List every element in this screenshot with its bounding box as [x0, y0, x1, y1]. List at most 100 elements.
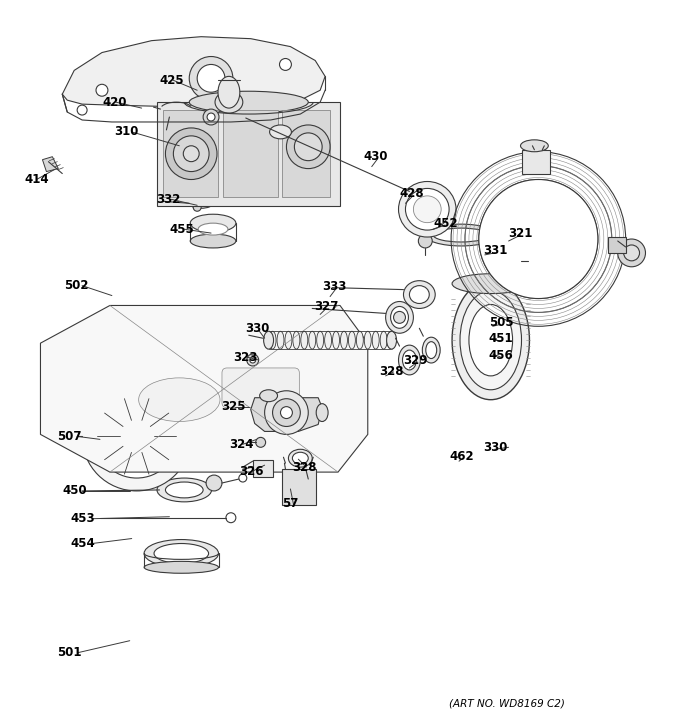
- Bar: [530, 255, 544, 267]
- Text: 453: 453: [70, 513, 95, 525]
- Polygon shape: [41, 305, 368, 472]
- Text: 323: 323: [233, 351, 257, 363]
- Ellipse shape: [348, 331, 356, 349]
- Circle shape: [173, 136, 209, 172]
- Text: 502: 502: [65, 279, 89, 292]
- Circle shape: [273, 399, 301, 426]
- Circle shape: [498, 253, 515, 269]
- Ellipse shape: [309, 331, 316, 349]
- Polygon shape: [63, 37, 325, 108]
- Text: 329: 329: [403, 354, 428, 367]
- Circle shape: [250, 357, 256, 363]
- Ellipse shape: [301, 331, 308, 349]
- Ellipse shape: [317, 331, 324, 349]
- Circle shape: [207, 113, 215, 121]
- Circle shape: [247, 354, 258, 366]
- Ellipse shape: [264, 331, 273, 349]
- Text: 450: 450: [63, 484, 87, 497]
- Circle shape: [226, 513, 236, 523]
- Circle shape: [493, 247, 520, 275]
- Bar: [156, 102, 340, 207]
- Circle shape: [96, 84, 108, 96]
- Bar: [163, 110, 218, 197]
- Text: 452: 452: [433, 217, 458, 230]
- Ellipse shape: [341, 331, 347, 349]
- Ellipse shape: [144, 561, 218, 573]
- Circle shape: [82, 382, 191, 491]
- Bar: [522, 150, 550, 173]
- Text: 428: 428: [400, 187, 424, 200]
- Text: 330: 330: [483, 441, 507, 454]
- Ellipse shape: [390, 307, 409, 328]
- Circle shape: [394, 312, 405, 323]
- Text: 451: 451: [489, 332, 513, 344]
- Ellipse shape: [433, 228, 489, 242]
- Bar: [282, 110, 330, 197]
- Ellipse shape: [380, 331, 387, 349]
- Ellipse shape: [364, 331, 371, 349]
- Text: 331: 331: [483, 244, 507, 257]
- Ellipse shape: [460, 291, 522, 390]
- Ellipse shape: [398, 181, 456, 237]
- Ellipse shape: [409, 286, 429, 304]
- Circle shape: [504, 258, 509, 264]
- Ellipse shape: [386, 302, 413, 334]
- Ellipse shape: [372, 331, 379, 349]
- Ellipse shape: [316, 404, 328, 421]
- Circle shape: [256, 437, 266, 447]
- Ellipse shape: [405, 188, 449, 230]
- Circle shape: [286, 125, 330, 169]
- Text: 324: 324: [229, 438, 254, 451]
- Text: 330: 330: [245, 322, 269, 335]
- Bar: [282, 469, 316, 505]
- Text: 462: 462: [449, 450, 474, 463]
- Circle shape: [203, 109, 219, 125]
- Bar: [608, 237, 626, 253]
- Text: 328: 328: [292, 460, 317, 473]
- Polygon shape: [251, 398, 322, 431]
- Ellipse shape: [215, 91, 243, 113]
- Ellipse shape: [277, 331, 284, 349]
- Ellipse shape: [387, 331, 396, 349]
- Text: 332: 332: [156, 193, 181, 206]
- Text: 420: 420: [102, 96, 126, 109]
- Ellipse shape: [413, 196, 441, 223]
- Ellipse shape: [403, 281, 435, 308]
- Circle shape: [77, 105, 87, 115]
- Circle shape: [294, 133, 322, 161]
- Ellipse shape: [324, 331, 332, 349]
- Text: 57: 57: [282, 497, 299, 510]
- Ellipse shape: [218, 76, 240, 108]
- Circle shape: [265, 391, 308, 434]
- Bar: [560, 241, 578, 253]
- Text: 328: 328: [379, 365, 404, 378]
- Ellipse shape: [403, 350, 416, 370]
- Text: 327: 327: [314, 300, 339, 313]
- Bar: [223, 110, 277, 197]
- FancyBboxPatch shape: [222, 368, 299, 407]
- Ellipse shape: [452, 274, 530, 294]
- Text: 454: 454: [70, 537, 95, 550]
- Text: 333: 333: [322, 280, 347, 293]
- Polygon shape: [42, 157, 58, 172]
- Ellipse shape: [398, 345, 420, 375]
- Ellipse shape: [157, 478, 211, 502]
- Text: 505: 505: [489, 316, 513, 329]
- Circle shape: [617, 239, 645, 267]
- Ellipse shape: [293, 331, 300, 349]
- Ellipse shape: [422, 337, 440, 363]
- Circle shape: [537, 237, 556, 257]
- Circle shape: [279, 59, 292, 70]
- Circle shape: [121, 420, 152, 452]
- Ellipse shape: [356, 331, 363, 349]
- Ellipse shape: [154, 391, 175, 402]
- Circle shape: [239, 474, 247, 482]
- Ellipse shape: [285, 331, 292, 349]
- Ellipse shape: [426, 341, 437, 359]
- Ellipse shape: [269, 331, 276, 349]
- Circle shape: [184, 146, 199, 162]
- Ellipse shape: [154, 544, 209, 563]
- Ellipse shape: [190, 234, 236, 248]
- Circle shape: [530, 231, 562, 263]
- Ellipse shape: [165, 482, 203, 498]
